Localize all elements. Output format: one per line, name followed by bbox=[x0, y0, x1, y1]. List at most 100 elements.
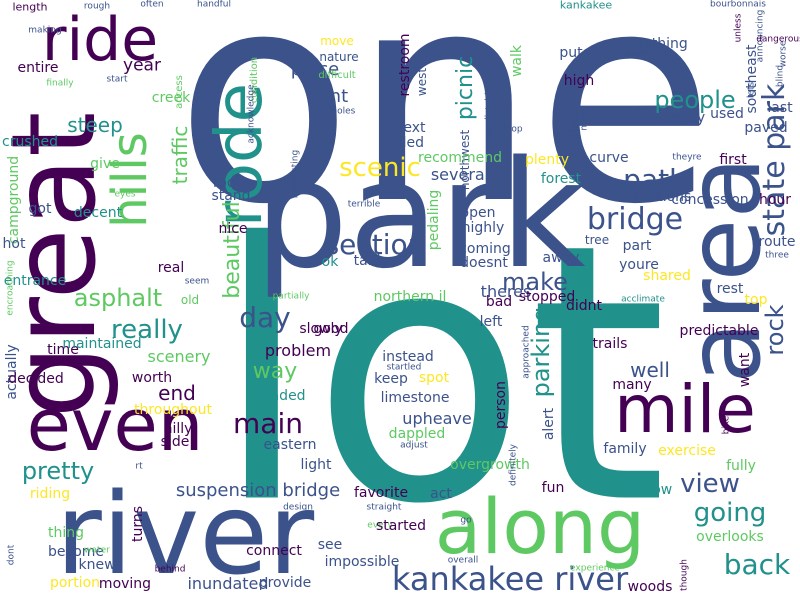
word-top: top bbox=[744, 292, 768, 308]
word-seemingly: seemingly bbox=[625, 48, 673, 59]
word-mile: mile bbox=[614, 371, 756, 448]
word-ok: ok bbox=[321, 254, 339, 270]
word-unpredictable: unpredictable bbox=[484, 86, 495, 150]
word-entire: entire bbox=[17, 60, 59, 76]
word-along: along bbox=[434, 482, 646, 571]
word-three: three bbox=[765, 250, 789, 261]
word-want: want bbox=[737, 352, 753, 388]
word-terrible: terrible bbox=[347, 199, 381, 210]
word-rock: rock bbox=[761, 304, 789, 356]
word-asphalt: asphalt bbox=[73, 284, 163, 312]
word-side: side bbox=[160, 434, 190, 450]
word-overlooks: overlooks bbox=[696, 529, 764, 545]
word-shared: shared bbox=[643, 268, 691, 284]
word-start: start bbox=[106, 74, 128, 85]
word-overall: overall bbox=[447, 555, 479, 566]
word-eastern: eastern bbox=[263, 437, 317, 453]
word-traffic: traffic bbox=[168, 125, 192, 185]
word-root: root bbox=[212, 175, 242, 191]
word-route: route bbox=[758, 234, 796, 250]
word-rest: rest bbox=[716, 281, 744, 297]
word-right: right bbox=[305, 86, 349, 107]
word-dont: dont bbox=[6, 544, 17, 566]
word-unless: unless bbox=[733, 13, 744, 43]
word-section: section bbox=[324, 228, 426, 261]
word-last: last bbox=[767, 100, 793, 116]
word-portion: portion bbox=[49, 575, 101, 591]
word-act: act bbox=[430, 486, 452, 502]
word-much: much bbox=[579, 105, 590, 131]
word-coming: coming bbox=[459, 241, 511, 257]
word-seem: seem bbox=[184, 276, 210, 287]
word-used: used bbox=[710, 106, 744, 122]
word-tables: tables bbox=[353, 253, 397, 269]
word-campground: campground bbox=[6, 155, 22, 245]
word-view: view bbox=[680, 469, 740, 499]
word-curve: curve bbox=[589, 150, 629, 166]
word-person: person bbox=[493, 381, 509, 429]
word-problem: problem bbox=[264, 341, 332, 360]
word-bourbonnais: bourbonnais bbox=[710, 0, 766, 10]
word-shaded: shaded bbox=[254, 388, 306, 404]
word-even: even bbox=[26, 383, 204, 467]
word-see: see bbox=[317, 537, 343, 553]
word-become: become bbox=[47, 544, 105, 560]
word-time: time bbox=[47, 342, 79, 358]
word-knew: knew bbox=[78, 557, 116, 573]
word-woods: woods bbox=[627, 579, 673, 595]
word-creek: creek bbox=[151, 90, 191, 106]
word-dangerous: dangerous bbox=[756, 34, 800, 45]
word-experience: experience bbox=[570, 563, 620, 574]
word-handful: handful bbox=[196, 0, 232, 10]
word-directions: directions bbox=[622, 189, 692, 205]
word-started: started bbox=[375, 518, 427, 534]
word-make: make bbox=[502, 268, 568, 296]
word-many: many bbox=[612, 377, 652, 393]
word-often: often bbox=[140, 0, 164, 10]
word-year: year bbox=[123, 55, 161, 76]
word-walk: walk bbox=[509, 44, 525, 78]
word-dappled: dappled bbox=[388, 426, 446, 442]
word-spot: spot bbox=[418, 370, 450, 386]
word-upheave: upheave bbox=[402, 409, 472, 428]
word-rough: rough bbox=[83, 1, 111, 12]
word-light: light bbox=[300, 457, 332, 473]
word-hour: hour bbox=[758, 192, 792, 208]
word-enjoy: enjoy bbox=[666, 110, 706, 126]
word-slowly: slowly bbox=[299, 321, 343, 337]
word-good: good bbox=[313, 321, 349, 337]
word-behind: behind bbox=[154, 564, 186, 575]
word-first: first bbox=[719, 152, 747, 168]
word-startled: startled bbox=[386, 362, 422, 373]
word-decent: decent bbox=[73, 205, 123, 221]
word-hilly: hilly bbox=[163, 421, 193, 437]
word-alert: alert bbox=[541, 407, 557, 441]
word-kankakee: kankakee bbox=[559, 0, 613, 12]
word-move: move bbox=[320, 34, 354, 48]
word-pretty: pretty bbox=[21, 457, 95, 485]
word-bike: bike bbox=[721, 415, 732, 435]
word-definitely: definitely bbox=[508, 443, 519, 487]
word-decided: decided bbox=[8, 371, 64, 387]
word-crushed: crushed bbox=[2, 134, 58, 150]
word-bad: bad bbox=[485, 294, 513, 310]
word-provide: provide bbox=[258, 575, 312, 591]
word-keep: keep bbox=[374, 371, 408, 387]
word-scenic: scenic bbox=[339, 153, 421, 183]
word-steep: steep bbox=[67, 113, 123, 137]
word-got: got bbox=[28, 201, 52, 217]
word-scenery: scenery bbox=[147, 347, 211, 366]
word-family: family bbox=[603, 441, 647, 457]
word-suspension-bridge: suspension bridge bbox=[175, 480, 341, 501]
word-left: left bbox=[479, 314, 503, 330]
word-theyre: theyre bbox=[672, 152, 702, 163]
word-worse: worse bbox=[778, 40, 789, 68]
word-plenty: plenty bbox=[524, 152, 570, 168]
word-acknowledge: acknowledge bbox=[246, 84, 257, 144]
word-open: open bbox=[460, 205, 496, 221]
word-go: go bbox=[460, 515, 472, 526]
word-park: park bbox=[254, 129, 586, 301]
word-straight: straight bbox=[366, 502, 402, 513]
word-difficult: difficult bbox=[318, 70, 356, 81]
